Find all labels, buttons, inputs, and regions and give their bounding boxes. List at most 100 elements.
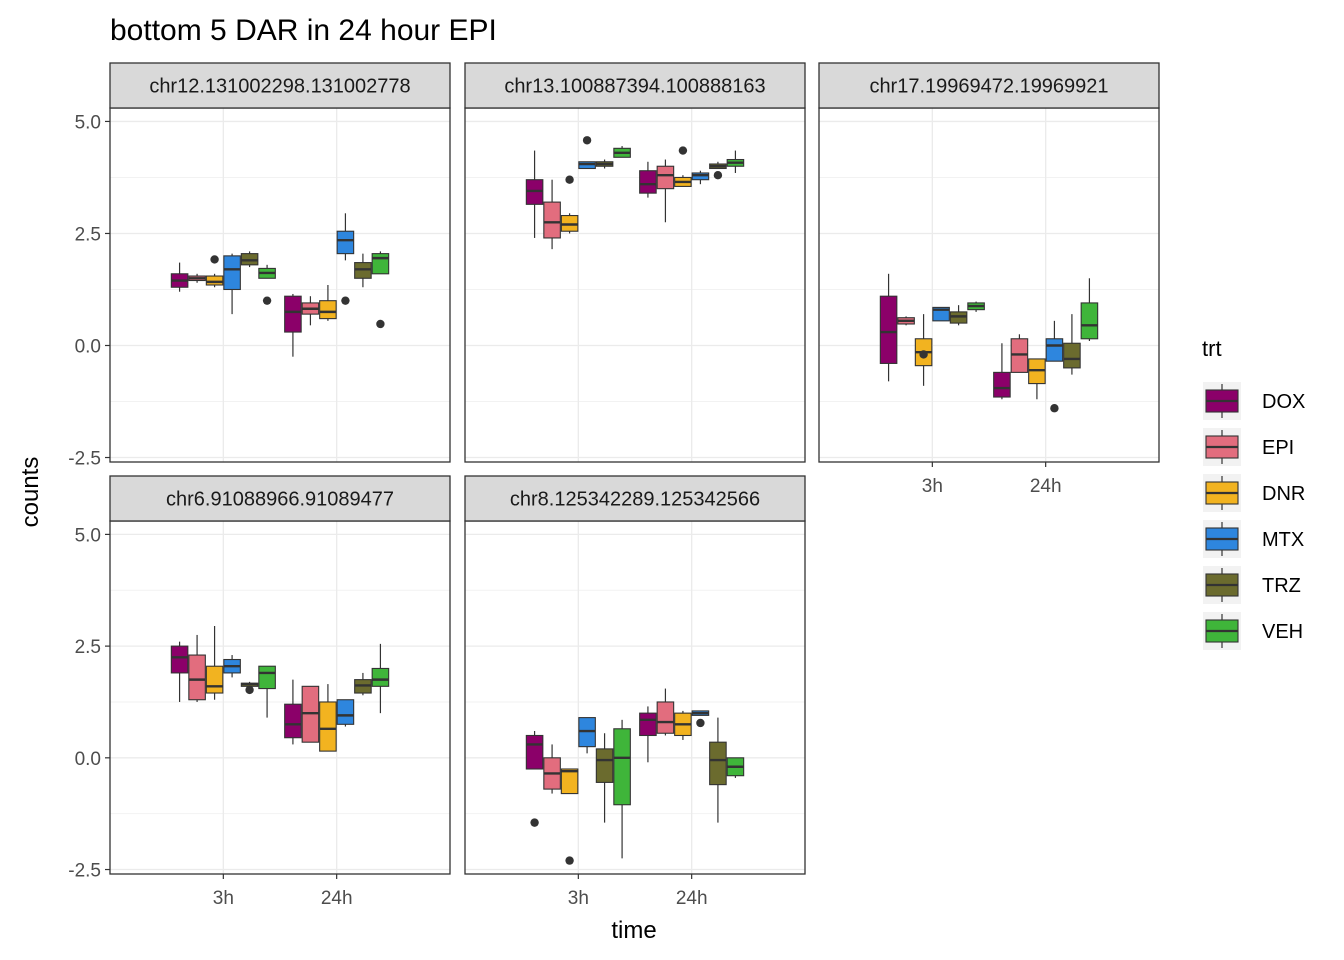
box-epi-24h	[656, 159, 675, 223]
box-trz-24h	[354, 672, 372, 696]
legend-item-trz: TRZ	[1203, 566, 1301, 604]
box-body	[613, 728, 631, 806]
outlier-point	[678, 146, 688, 155]
box-body	[1080, 302, 1099, 340]
y-tick-label: 2.5	[75, 637, 101, 658]
box-dnr-3h	[560, 175, 579, 234]
box-body	[709, 741, 727, 786]
legend-label: EPI	[1262, 437, 1294, 459]
x-tick-label: 3h	[213, 888, 234, 909]
strip-background	[464, 475, 806, 522]
y-axis-title: counts	[17, 457, 44, 528]
box-body	[284, 703, 302, 739]
box-veh-3h	[258, 264, 276, 305]
box-dnr-3h	[914, 314, 933, 386]
facet-panel: chr12.131002298.131002778 5.0 2.5 0.0 -2.5	[68, 62, 451, 470]
box-dox-24h	[284, 679, 302, 745]
box-body	[993, 371, 1011, 398]
box-trz-3h	[595, 159, 614, 169]
box-mtx-3h	[932, 306, 950, 322]
box-body	[336, 699, 355, 725]
box-epi-3h	[188, 634, 206, 702]
box-dox-24h	[639, 161, 657, 198]
y-tick-label: 2.5	[75, 224, 101, 245]
box-dox-24h	[639, 706, 657, 763]
box-body	[1045, 338, 1064, 362]
box-body	[205, 665, 224, 694]
box-dox-3h	[879, 273, 898, 382]
box-trz-3h	[595, 733, 614, 823]
box-body	[223, 255, 241, 291]
box-dnr-24h	[319, 684, 337, 752]
box-trz-24h	[1063, 314, 1081, 375]
facet-panel: chr17.19969472.19969921 3h 24h	[818, 62, 1160, 497]
box-dnr-3h	[205, 255, 224, 288]
box-veh-3h	[613, 719, 631, 859]
facet-panels: chr12.131002298.1310027785.02.50.0-2.5ch…	[68, 62, 1160, 909]
strip-background	[109, 62, 451, 109]
legend-item-mtx: MTX	[1203, 520, 1304, 558]
legend-item-dox: DOX	[1203, 382, 1305, 420]
outlier-point	[376, 319, 385, 329]
box-body	[205, 275, 224, 286]
y-tick-label: 0.0	[75, 336, 101, 357]
box-trz-3h	[240, 251, 259, 268]
box-veh-24h	[726, 150, 745, 173]
box-epi-3h	[188, 273, 206, 283]
box-mtx-3h	[223, 253, 241, 315]
chart-title: bottom 5 DAR in 24 hour EPI	[110, 14, 497, 47]
box-mtx-3h	[578, 136, 596, 170]
box-body	[639, 712, 657, 737]
facet-panel: chr8.125342289.125342566 3h 24h	[464, 475, 806, 909]
legend-item-veh: VEH	[1203, 612, 1303, 650]
legend-label: DNR	[1262, 483, 1305, 505]
box-body	[525, 734, 544, 770]
box-dox-3h	[170, 262, 189, 292]
box-body	[170, 645, 189, 674]
box-body	[371, 667, 390, 687]
box-veh-3h	[258, 665, 276, 718]
panel-background	[110, 521, 450, 874]
box-veh-24h	[371, 643, 390, 714]
box-epi-3h	[897, 316, 915, 326]
box-mtx-24h	[336, 213, 355, 305]
x-tick-label: 24h	[321, 888, 353, 909]
box-epi-24h	[656, 688, 675, 736]
outlier-point	[1050, 404, 1059, 413]
box-trz-24h	[354, 253, 372, 288]
box-veh-24h	[371, 251, 390, 329]
box-mtx-3h	[223, 655, 241, 678]
box-trz-3h	[949, 305, 968, 326]
outlier-point	[210, 255, 219, 264]
outlier-point	[713, 171, 723, 180]
x-axis-title: time	[611, 917, 656, 944]
box-body	[656, 165, 675, 190]
strip-label: chr12.131002298.131002778	[149, 76, 410, 98]
legend: trt DOX EPI DNR MTX TRZ VEH	[1202, 336, 1305, 650]
y-tick-label: 5.0	[75, 112, 101, 133]
facet-panel: chr6.91088966.91089477 5.0 2.5 0.0 -2.5 3h 24h	[68, 475, 451, 909]
legend-label: MTX	[1262, 529, 1304, 551]
box-body	[319, 701, 337, 752]
legend-label: TRZ	[1262, 575, 1301, 597]
x-tick-label: 3h	[922, 476, 943, 497]
box-dnr-24h	[674, 146, 692, 187]
x-tick-label: 3h	[568, 888, 589, 909]
box-mtx-24h	[691, 710, 710, 728]
box-dnr-24h	[674, 710, 692, 740]
box-dnr-3h	[560, 768, 579, 865]
strip-label: chr6.91088966.91089477	[166, 489, 394, 511]
box-body	[656, 701, 675, 734]
box-dox-24h	[284, 293, 302, 357]
strip-label: chr8.125342289.125342566	[510, 489, 760, 511]
box-trz-3h	[240, 681, 259, 695]
box-mtx-3h	[578, 717, 596, 754]
strip-label: chr13.100887394.100888163	[504, 76, 765, 98]
strip-label: chr17.19969472.19969921	[869, 76, 1108, 98]
box-body	[1063, 342, 1081, 369]
outlier-point	[565, 856, 574, 865]
outlier-point	[341, 296, 350, 305]
box-veh-3h	[967, 301, 985, 312]
outlier-point	[919, 350, 928, 359]
box-trz-24h	[709, 161, 727, 180]
